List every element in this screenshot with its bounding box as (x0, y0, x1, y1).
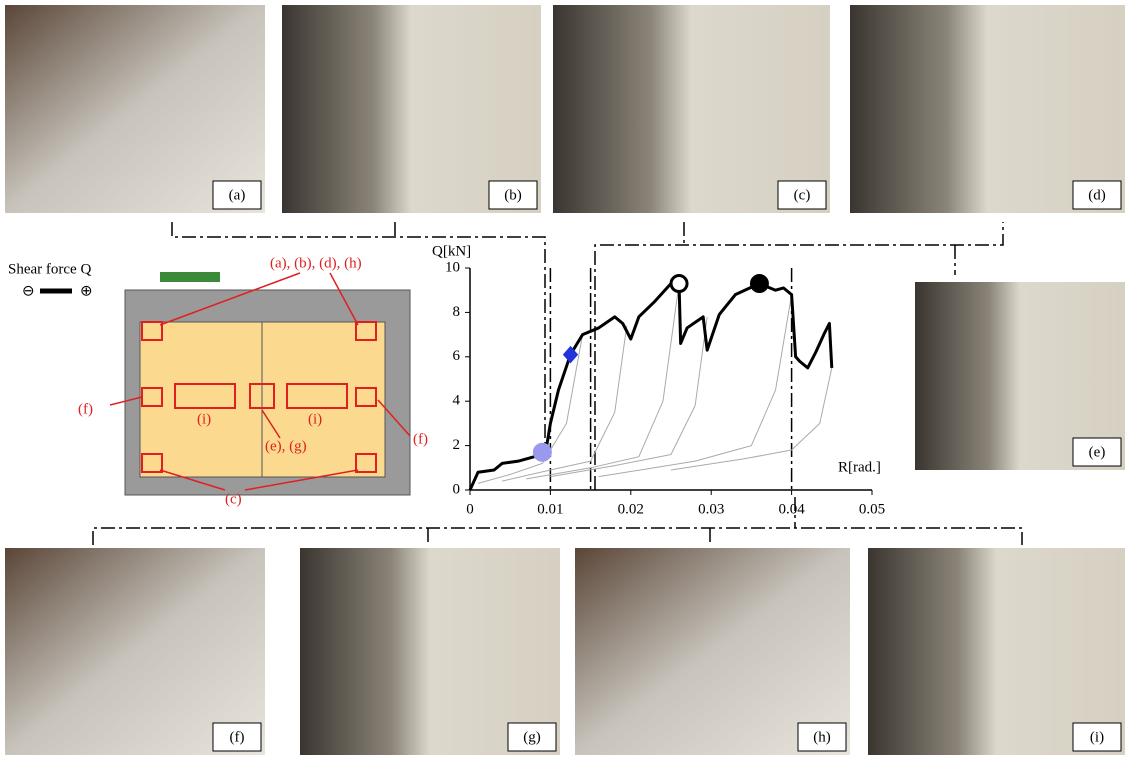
y-tick-label: 4 (453, 393, 461, 409)
photo-label: (d) (1088, 187, 1106, 203)
series-line (671, 368, 832, 470)
y-axis-label: Q[kN] (432, 243, 471, 259)
x-axis-label: R[rad.] (838, 459, 881, 475)
photo-label: (b) (504, 187, 522, 203)
series-line (502, 326, 627, 481)
series-line (470, 284, 832, 490)
y-tick-label: 0 (453, 481, 461, 497)
figure: (a) (b) (c) (d) (e) (f) (g) (h) (i) (0, 0, 1129, 758)
callout: (i) (197, 411, 211, 427)
callout: (i) (308, 411, 322, 427)
photo-label: (a) (229, 187, 246, 203)
series-line (550, 317, 707, 477)
callout: (e), (g) (265, 438, 307, 454)
chart: Q[kN] R[rad.] 0 0.01 0.02 0.03 0.04 0.05 0 2 4 6 8… (432, 243, 885, 517)
x-tick-label: 0.01 (537, 501, 563, 517)
x-tick-label: 0.05 (859, 501, 885, 517)
photo-label: (f) (230, 729, 245, 745)
callout: (f) (413, 431, 428, 447)
marker (751, 276, 767, 292)
minus-sign: ⊖ (22, 283, 35, 299)
x-tick-label: 0.03 (698, 501, 724, 517)
photo-label: (g) (523, 729, 541, 745)
callout: (f) (78, 401, 93, 417)
x-tick-label: 0 (466, 501, 474, 517)
y-tick-label: 6 (453, 348, 461, 364)
x-tick-label: 0.02 (618, 501, 644, 517)
photo-label: (c) (794, 187, 811, 203)
photo-label: (h) (813, 729, 831, 745)
y-tick-label: 2 (453, 437, 461, 453)
y-tick-label: 8 (453, 304, 461, 320)
plus-sign: ⊕ (80, 283, 93, 299)
callout: (a), (b), (d), (h) (270, 255, 362, 271)
photo-label: (e) (1089, 444, 1106, 460)
photo-label: (i) (1090, 729, 1104, 745)
y-tick-label: 10 (445, 259, 460, 275)
callout: (c) (225, 491, 242, 507)
specimen-diagram: Shear force Q ⊖ ⊕ (a), (b), (d), (h) (f)… (8, 255, 428, 507)
shear-label: Shear force Q (8, 261, 91, 277)
marker (534, 444, 550, 460)
jack (160, 272, 220, 282)
x-tick-label: 0.04 (778, 501, 805, 517)
connector (93, 528, 1022, 545)
marker (671, 276, 687, 292)
